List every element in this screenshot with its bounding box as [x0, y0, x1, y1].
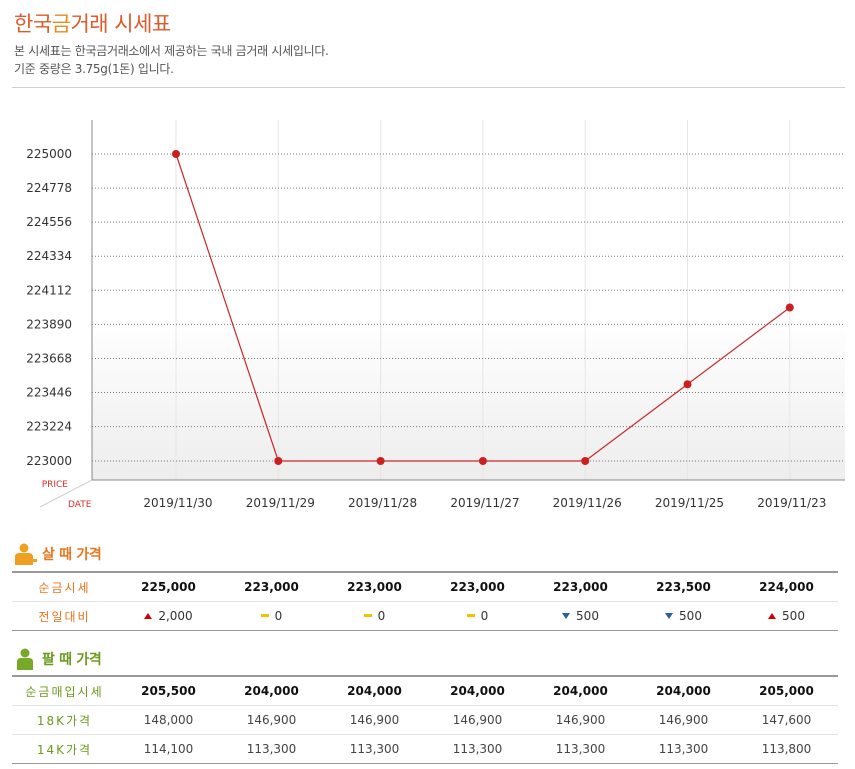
- person-icon: [17, 648, 33, 670]
- table-cell: 223,000: [529, 571, 632, 602]
- y-tick-label: 223224: [26, 420, 72, 434]
- increase-arrow-icon: [144, 613, 153, 619]
- x-tick-label: 2019/11/26: [553, 496, 622, 510]
- y-tick-label: 223446: [26, 386, 72, 400]
- title-part: 한국: [14, 12, 52, 36]
- y-tick-label: 224112: [26, 283, 72, 297]
- data-point: [172, 150, 180, 158]
- divider: [12, 87, 845, 88]
- decrease-arrow-icon: [665, 613, 674, 619]
- row-label: 순금시세: [12, 571, 117, 602]
- table-row: 순금시세 225,000 223,000 223,000 223,000 223,000 2…: [12, 571, 838, 602]
- table-cell: 147,600: [735, 705, 838, 735]
- data-point: [785, 303, 794, 312]
- row-label: 순금매입시세: [12, 675, 117, 706]
- table-cell: 146,900: [220, 705, 323, 735]
- table-cell: 223,000: [220, 571, 323, 602]
- x-tick-label: 2019/11/25: [655, 496, 724, 510]
- table-cell: 0: [426, 601, 529, 631]
- y-tick-label: 224778: [26, 181, 72, 195]
- table-cell: 146,900: [323, 705, 426, 735]
- table-cell: 113,300: [632, 734, 735, 764]
- table-cell: 205,000: [735, 675, 838, 706]
- data-point: [683, 380, 692, 389]
- data-point: [274, 457, 283, 465]
- description-line-1: 본 시세표는 한국금거래소에서 제공하는 국내 금거래 시세입니다.: [14, 44, 329, 58]
- x-tick-label: 2019/11/27: [450, 496, 519, 510]
- table-cell: 224,000: [735, 571, 838, 602]
- description-line-2: 기준 중량은 3.75g(1돈) 입니다.: [14, 62, 174, 76]
- x-tick-label: 2019/11/30: [143, 496, 212, 510]
- table-cell: 204,000: [632, 675, 735, 706]
- data-point: [478, 457, 487, 465]
- table-row: 전일대비 2,000 0 0 0 500 500 500: [12, 601, 838, 631]
- x-axis-label: DATE: [68, 500, 92, 510]
- table-cell: 146,900: [632, 705, 735, 735]
- row-label: 전일대비: [12, 601, 117, 631]
- buy-price-title: 살 때 가격: [42, 547, 102, 563]
- table-cell: 146,900: [426, 705, 529, 735]
- plot-area: [92, 120, 845, 480]
- table-cell: 146,900: [529, 705, 632, 735]
- table-cell: 223,000: [323, 571, 426, 602]
- table-row: 14K가격 114,100 113,300 113,300 113,300 113,300…: [12, 734, 838, 764]
- y-tick-label: 225000: [26, 147, 72, 161]
- y-tick-label: 224556: [26, 215, 72, 229]
- no-change-icon: [260, 614, 269, 617]
- page-title: 한국금거래 시세표: [14, 8, 171, 38]
- table-cell: 204,000: [529, 675, 632, 706]
- table-cell: 205,500: [117, 675, 220, 706]
- table-cell: 204,000: [220, 675, 323, 706]
- table-cell: 500: [632, 601, 735, 631]
- y-tick-label: 223668: [26, 351, 72, 365]
- table-cell: 225,000: [117, 571, 220, 602]
- sell-price-heading: 팔 때 가격: [14, 648, 102, 670]
- table-cell: 204,000: [426, 675, 529, 706]
- table-row: 순금매입시세 205,500 204,000 204,000 204,000 204,00…: [12, 675, 838, 706]
- table-cell: 113,300: [220, 734, 323, 764]
- sell-price-table: 순금매입시세 205,500 204,000 204,000 204,000 204,00…: [12, 675, 838, 764]
- no-change-icon: [363, 614, 372, 617]
- no-change-icon: [466, 614, 475, 617]
- table-cell: 113,800: [735, 734, 838, 764]
- table-cell: 0: [220, 601, 323, 631]
- data-point: [376, 457, 385, 465]
- table-cell: 0: [323, 601, 426, 631]
- title-part: 거래 시세표: [70, 12, 171, 36]
- price-line-chart: 223000 223224 223446 223668 223890 224112 2243…: [26, 120, 845, 510]
- table-cell: 223,000: [426, 571, 529, 602]
- axis-corner-diagonal: [39, 479, 93, 508]
- table-cell: 223,500: [632, 571, 735, 602]
- decrease-arrow-icon: [562, 613, 571, 619]
- sell-price-title: 팔 때 가격: [42, 652, 102, 668]
- table-cell: 148,000: [117, 705, 220, 735]
- table-cell: 204,000: [323, 675, 426, 706]
- y-axis-label: PRICE: [42, 480, 69, 490]
- table-cell: 113,300: [323, 734, 426, 764]
- table-cell: 500: [529, 601, 632, 631]
- y-tick-label: 223890: [26, 317, 72, 331]
- row-label: 18K가격: [12, 705, 117, 735]
- table-cell: 113,300: [529, 734, 632, 764]
- x-tick-label: 2019/11/29: [246, 496, 315, 510]
- title-accent: 금: [51, 12, 71, 36]
- buy-price-heading: 살 때 가격: [14, 543, 102, 565]
- data-point: [581, 457, 590, 465]
- x-tick-label: 2019/11/23: [757, 496, 826, 510]
- row-label: 14K가격: [12, 734, 117, 764]
- buy-price-table: 순금시세 225,000 223,000 223,000 223,000 223,000 2…: [12, 571, 838, 631]
- x-tick-label: 2019/11/28: [348, 496, 417, 510]
- table-row: 18K가격 148,000 146,900 146,900 146,900 146,900…: [12, 705, 838, 735]
- table-cell: 113,300: [426, 734, 529, 764]
- increase-arrow-icon: [768, 613, 777, 619]
- table-cell: 2,000: [117, 601, 220, 631]
- y-tick-label: 224334: [26, 249, 72, 263]
- person-icon: [15, 543, 37, 565]
- table-cell: 114,100: [117, 734, 220, 764]
- y-tick-label: 223000: [26, 454, 72, 468]
- table-cell: 500: [735, 601, 838, 631]
